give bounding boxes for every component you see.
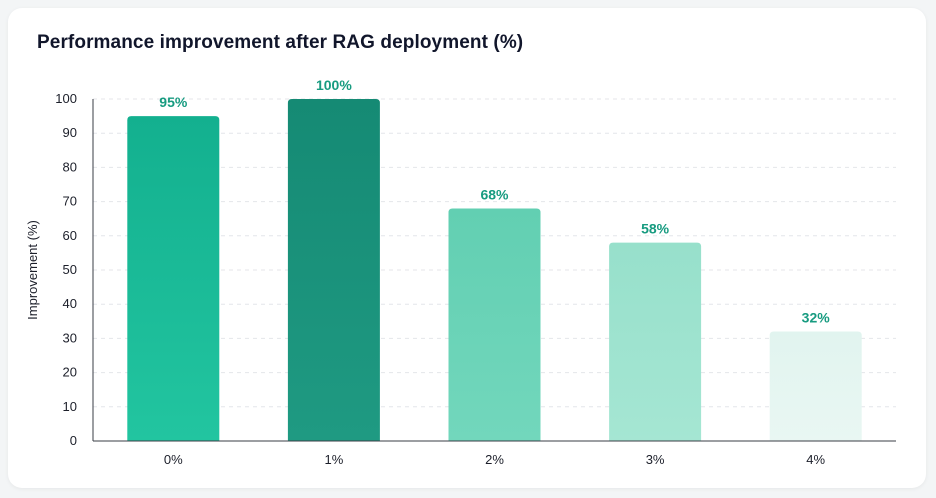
bar	[448, 208, 541, 441]
y-axis-label: Improvement (%)	[25, 220, 40, 320]
y-tick-label: 10	[63, 399, 77, 414]
bar	[127, 116, 220, 441]
x-tick-label: 3%	[646, 452, 665, 467]
chart-title: Performance improvement after RAG deploy…	[37, 32, 524, 53]
y-tick-label: 0	[70, 433, 77, 448]
y-tick-label: 90	[63, 125, 77, 140]
x-tick-label: 0%	[164, 452, 183, 467]
y-tick-label: 70	[63, 194, 77, 209]
x-tick-label: 1%	[325, 452, 344, 467]
x-tick-label: 4%	[806, 452, 825, 467]
data-label: 58%	[641, 221, 670, 237]
y-tick-label: 100	[55, 91, 77, 106]
bar	[609, 242, 702, 441]
bar	[287, 99, 380, 441]
data-label: 100%	[316, 77, 352, 93]
data-label: 32%	[802, 310, 831, 326]
y-tick-label: 60	[63, 228, 77, 243]
x-tick-label: 2%	[485, 452, 504, 467]
y-tick-label: 40	[63, 296, 77, 311]
y-tick-label: 20	[63, 365, 77, 380]
data-label: 95%	[159, 94, 188, 110]
y-tick-label: 50	[63, 262, 77, 277]
bar	[769, 331, 862, 441]
data-label: 68%	[480, 186, 509, 202]
y-tick-label: 30	[63, 330, 77, 345]
y-tick-label: 80	[63, 159, 77, 174]
